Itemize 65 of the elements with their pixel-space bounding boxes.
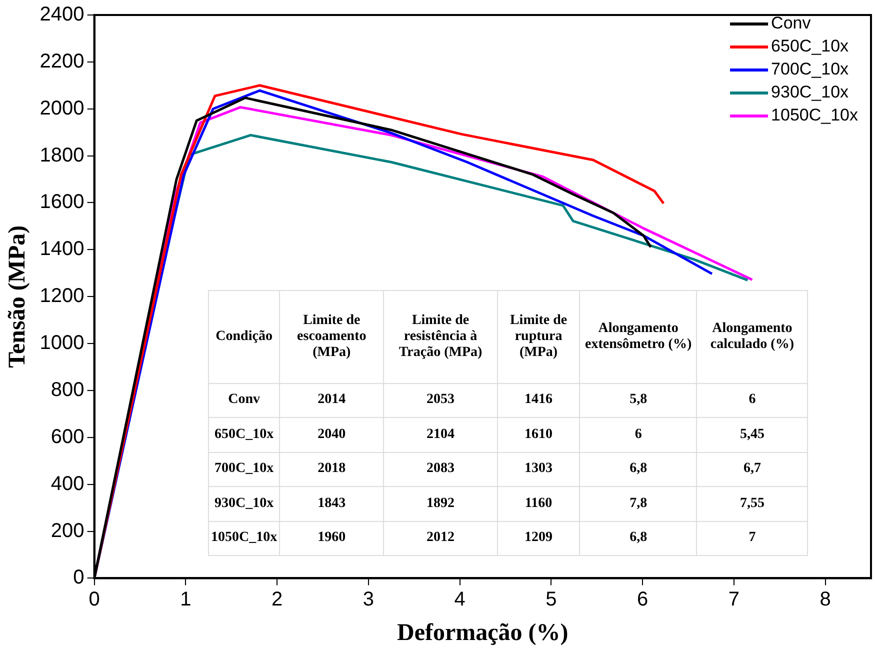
y-tick-label: 1400 xyxy=(40,238,84,260)
y-tick-label: 1000 xyxy=(40,332,84,354)
annotation: 1892 xyxy=(384,486,498,521)
y-tick-label: 1200 xyxy=(40,285,84,308)
annotation: 6 xyxy=(580,418,697,452)
annotation: Conv xyxy=(208,383,280,418)
y-tick-label: 2400 xyxy=(40,4,84,26)
annotation: 6,8 xyxy=(580,452,697,487)
annotation: 700C_10x xyxy=(208,452,280,487)
annotation: 6 xyxy=(696,383,808,418)
annotation: 1303 xyxy=(497,452,580,487)
legend-label: Conv xyxy=(771,14,812,33)
annotation: 1960 xyxy=(280,521,384,556)
y-tick-label: 1800 xyxy=(40,144,84,166)
x-tick-label: 5 xyxy=(546,588,557,611)
annotation: Limite de escoamento (MPa) xyxy=(280,290,384,384)
legend-label: 930C_10x xyxy=(771,82,850,102)
annotation: Limite de resistência à Tração (MPa) xyxy=(384,290,498,384)
annotation: 5,8 xyxy=(580,383,697,418)
annotation: 5,45 xyxy=(696,418,808,452)
y-tick-label: 2000 xyxy=(40,97,84,120)
annotation: 650C_10x xyxy=(208,418,280,452)
y-tick-label: 400 xyxy=(50,472,84,495)
annotation: 2040 xyxy=(280,418,384,452)
annotation: Alongamento calculado (%) xyxy=(696,290,808,384)
annotation: 1160 xyxy=(497,486,580,521)
x-tick-label: 3 xyxy=(362,588,374,611)
annotation: Alongamento extensômetro (%) xyxy=(580,290,697,384)
x-tick-label: 7 xyxy=(728,588,740,611)
annotation: 1416 xyxy=(497,383,580,418)
annotation: Condição xyxy=(208,290,280,384)
y-tick-label: 800 xyxy=(50,378,84,401)
x-tick-label: 0 xyxy=(88,588,100,611)
x-tick-label: 6 xyxy=(636,588,648,611)
legend-label: 1050C_10x xyxy=(771,106,858,125)
annotation: 2012 xyxy=(384,521,498,556)
annotation: 6,7 xyxy=(696,452,808,487)
x-tick-label: 1 xyxy=(180,588,192,611)
annotation: 2083 xyxy=(384,452,498,487)
y-tick-label: 600 xyxy=(50,426,84,448)
annotation: 1209 xyxy=(497,521,580,556)
y-axis-title: Tensão (MPa) xyxy=(4,225,31,368)
annotation: 1610 xyxy=(497,418,580,452)
annotation: 2014 xyxy=(280,383,384,418)
x-tick-label: 4 xyxy=(454,588,466,611)
x-tick-label: 8 xyxy=(820,588,831,611)
legend-label: 650C_10x xyxy=(771,36,850,56)
annotation: 2104 xyxy=(384,418,498,452)
y-tick-label: 0 xyxy=(73,566,84,589)
annotation: Limite de ruptura (MPa) xyxy=(497,290,580,384)
annotation: 2018 xyxy=(280,452,384,487)
x-axis-title: Deformação (%) xyxy=(397,620,568,646)
annotation: 7 xyxy=(696,521,808,556)
annotation: 1050C_10x xyxy=(208,521,280,556)
legend-label: 700C_10x xyxy=(771,60,850,79)
y-tick-label: 2200 xyxy=(40,50,84,72)
y-tick-label: 1600 xyxy=(40,191,84,214)
annotation: 2053 xyxy=(384,383,498,418)
annotation: 930C_10x xyxy=(208,486,280,521)
y-tick-label: 200 xyxy=(50,520,84,542)
annotation: 6,8 xyxy=(580,521,697,556)
annotation: 7,55 xyxy=(696,486,808,521)
x-tick-label: 2 xyxy=(271,588,283,611)
annotation: 7,8 xyxy=(580,486,697,521)
annotation: 1843 xyxy=(280,486,384,521)
